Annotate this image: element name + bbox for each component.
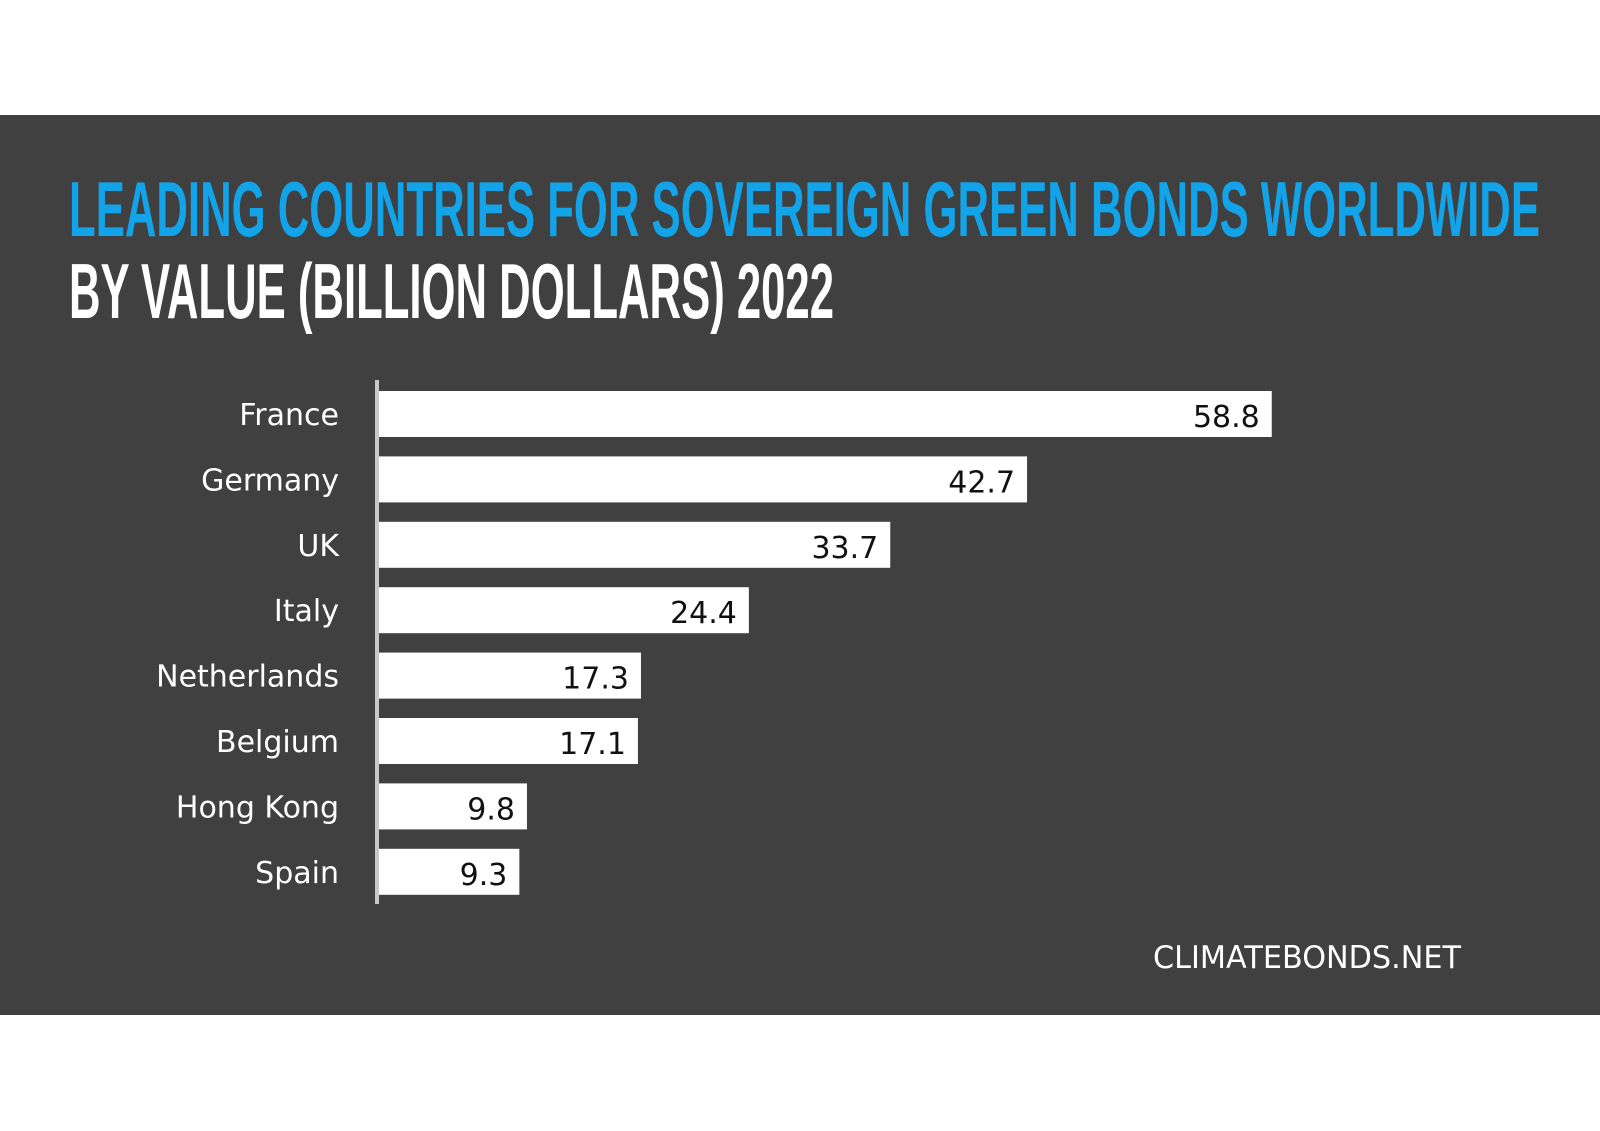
bar-belgium [378, 718, 638, 764]
category-label: UK [297, 529, 340, 564]
category-label: France [239, 398, 339, 433]
bar-italy [378, 587, 749, 634]
chart-subtitle: BY VALUE (BILLION DOLLARS) 2022 [69, 247, 834, 335]
value-label: 17.3 [562, 662, 629, 697]
value-label: 9.3 [460, 858, 508, 893]
bars-group: France 58.8 Germany 42.7 UK 33.7 Italy 24.4 Neth… [156, 391, 1272, 895]
value-label: 24.4 [670, 596, 737, 631]
bar-germany [378, 456, 1028, 503]
chart-title: LEADING COUNTRIES FOR SOVEREIGN GREEN BO… [69, 165, 1540, 253]
category-label: Germany [201, 463, 339, 498]
bar-spain [378, 848, 520, 895]
value-label: 9.8 [467, 792, 515, 827]
value-label: 58.8 [1193, 400, 1260, 435]
value-label: 42.7 [948, 465, 1015, 500]
category-label: Netherlands [156, 660, 339, 695]
value-label: 17.1 [559, 727, 626, 762]
category-label: Hong Kong [176, 790, 339, 825]
value-label: 33.7 [811, 531, 878, 566]
category-label: Belgium [216, 725, 339, 760]
bar-uk [378, 521, 891, 568]
category-label: Spain [255, 856, 339, 891]
bar-netherlands [378, 652, 641, 699]
bar-france [378, 391, 1272, 437]
bar-hong-kong [378, 783, 527, 830]
category-label: Italy [274, 594, 339, 629]
source-label: CLIMATEBONDS.NET [1153, 940, 1462, 976]
